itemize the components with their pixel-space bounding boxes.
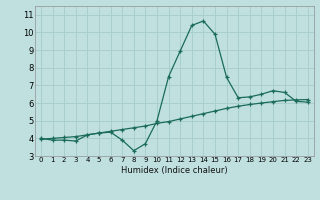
X-axis label: Humidex (Indice chaleur): Humidex (Indice chaleur) xyxy=(121,166,228,175)
